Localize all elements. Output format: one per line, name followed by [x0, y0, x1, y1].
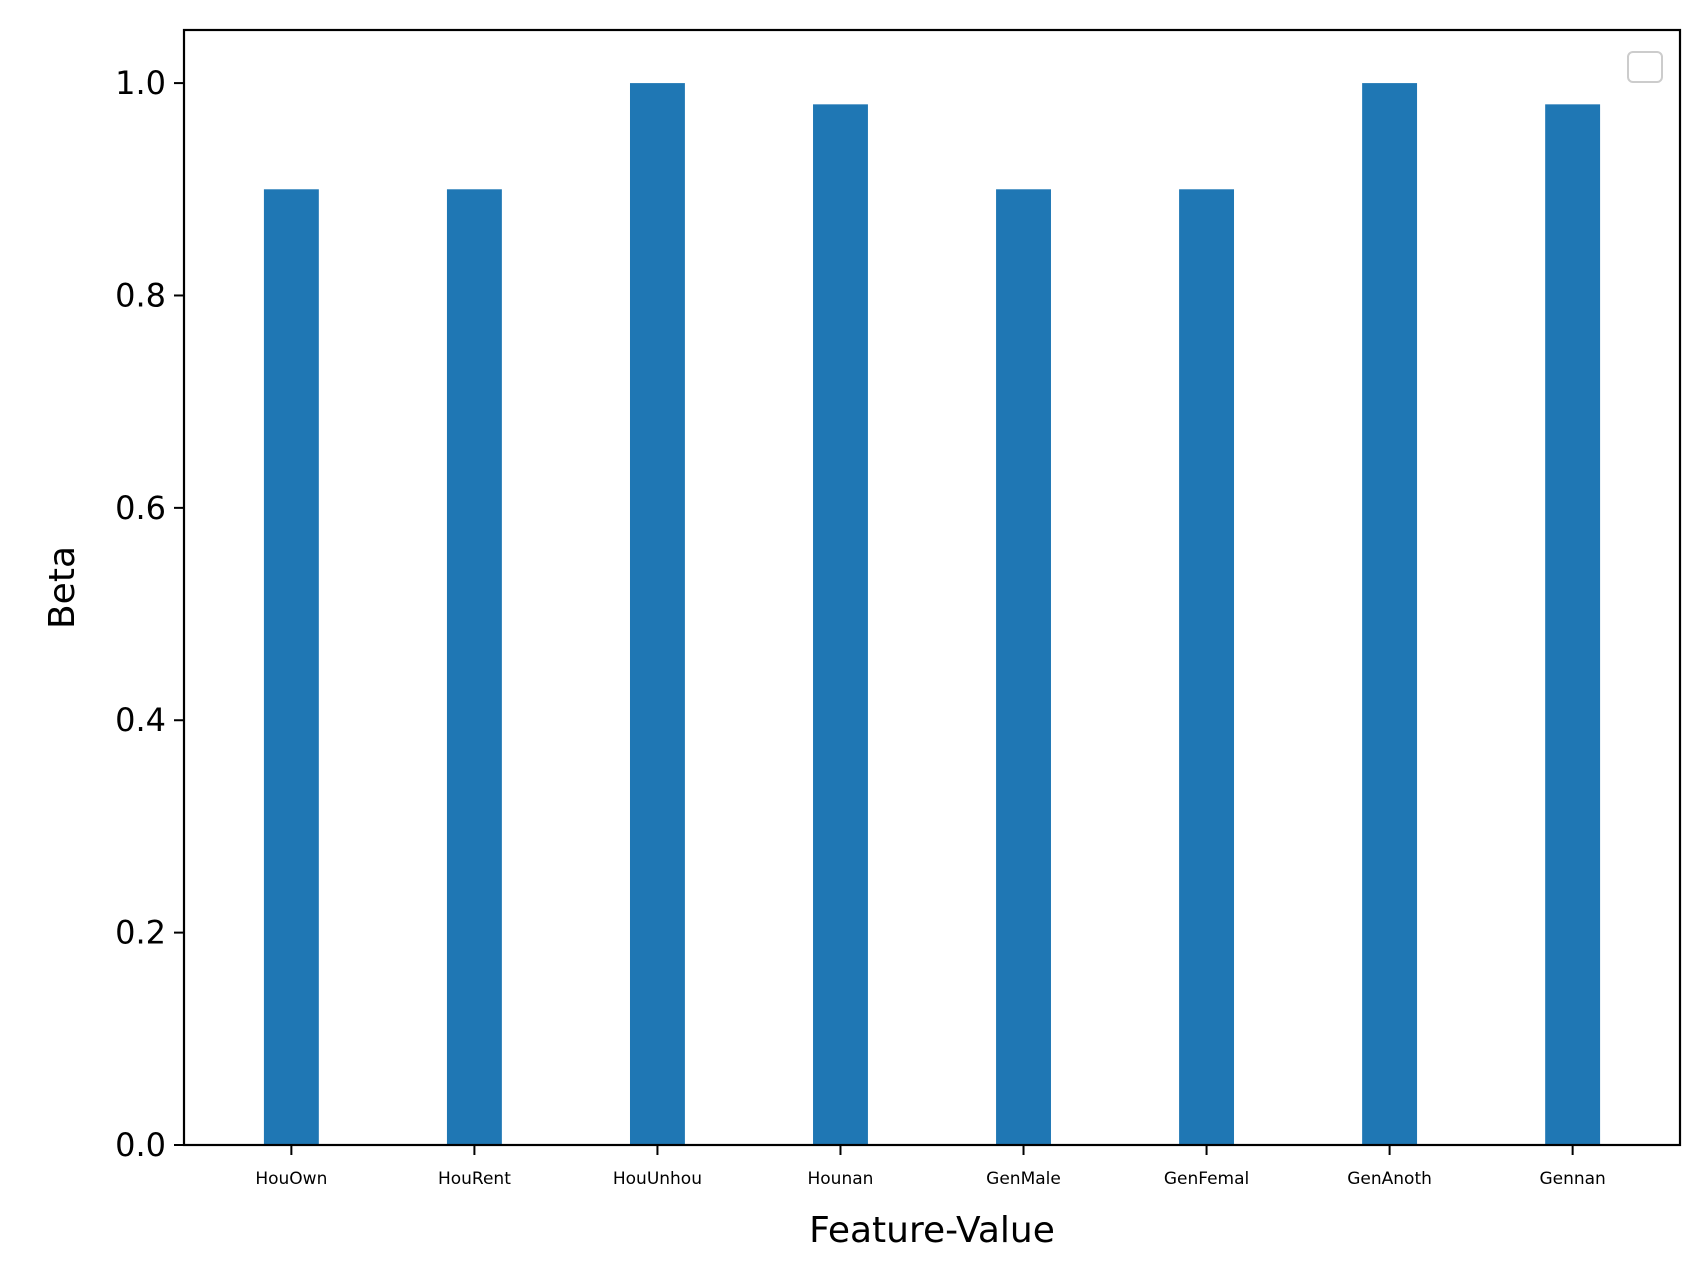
bar-genanoth [1362, 83, 1418, 1146]
x-tick-label: HouOwn [255, 1169, 327, 1189]
legend-box [1627, 51, 1663, 83]
x-tick-label: HouUnhou [613, 1169, 702, 1189]
x-tick-label: Hounan [808, 1169, 874, 1189]
x-tick-label: GenAnoth [1347, 1169, 1432, 1189]
y-tick-label: 0.4 [115, 701, 166, 739]
bar-genmale [996, 189, 1051, 1146]
y-tick-label: 0.8 [115, 276, 166, 314]
bar-gennan [1545, 104, 1601, 1145]
y-axis-label: Beta [42, 546, 83, 629]
y-tick-label: 0.6 [115, 489, 166, 527]
y-tick-label: 0.0 [115, 1126, 166, 1164]
x-tick-label: GenMale [986, 1169, 1061, 1189]
plot-frame [182, 28, 1682, 1147]
bar-houown [263, 189, 319, 1146]
bar-houunhou [629, 83, 685, 1146]
bars-layer [263, 83, 1601, 1146]
x-axis: HouOwn HouRent HouUnhou Hounan GenMale GenFem… [255, 1145, 1606, 1189]
y-tick-label: 1.0 [115, 64, 166, 102]
bar-hourent [446, 189, 502, 1146]
x-axis-label: Feature-Value [809, 1210, 1055, 1251]
y-axis: 0.0 0.2 0.4 0.6 0.8 1.0 [115, 64, 184, 1164]
y-tick-label: 0.2 [115, 914, 166, 952]
bar-genfemal [1179, 189, 1235, 1146]
bar-hounan [813, 104, 868, 1145]
x-tick-label: HouRent [438, 1169, 511, 1189]
x-tick-label: Gennan [1539, 1169, 1605, 1189]
x-tick-label: GenFemal [1164, 1169, 1249, 1189]
